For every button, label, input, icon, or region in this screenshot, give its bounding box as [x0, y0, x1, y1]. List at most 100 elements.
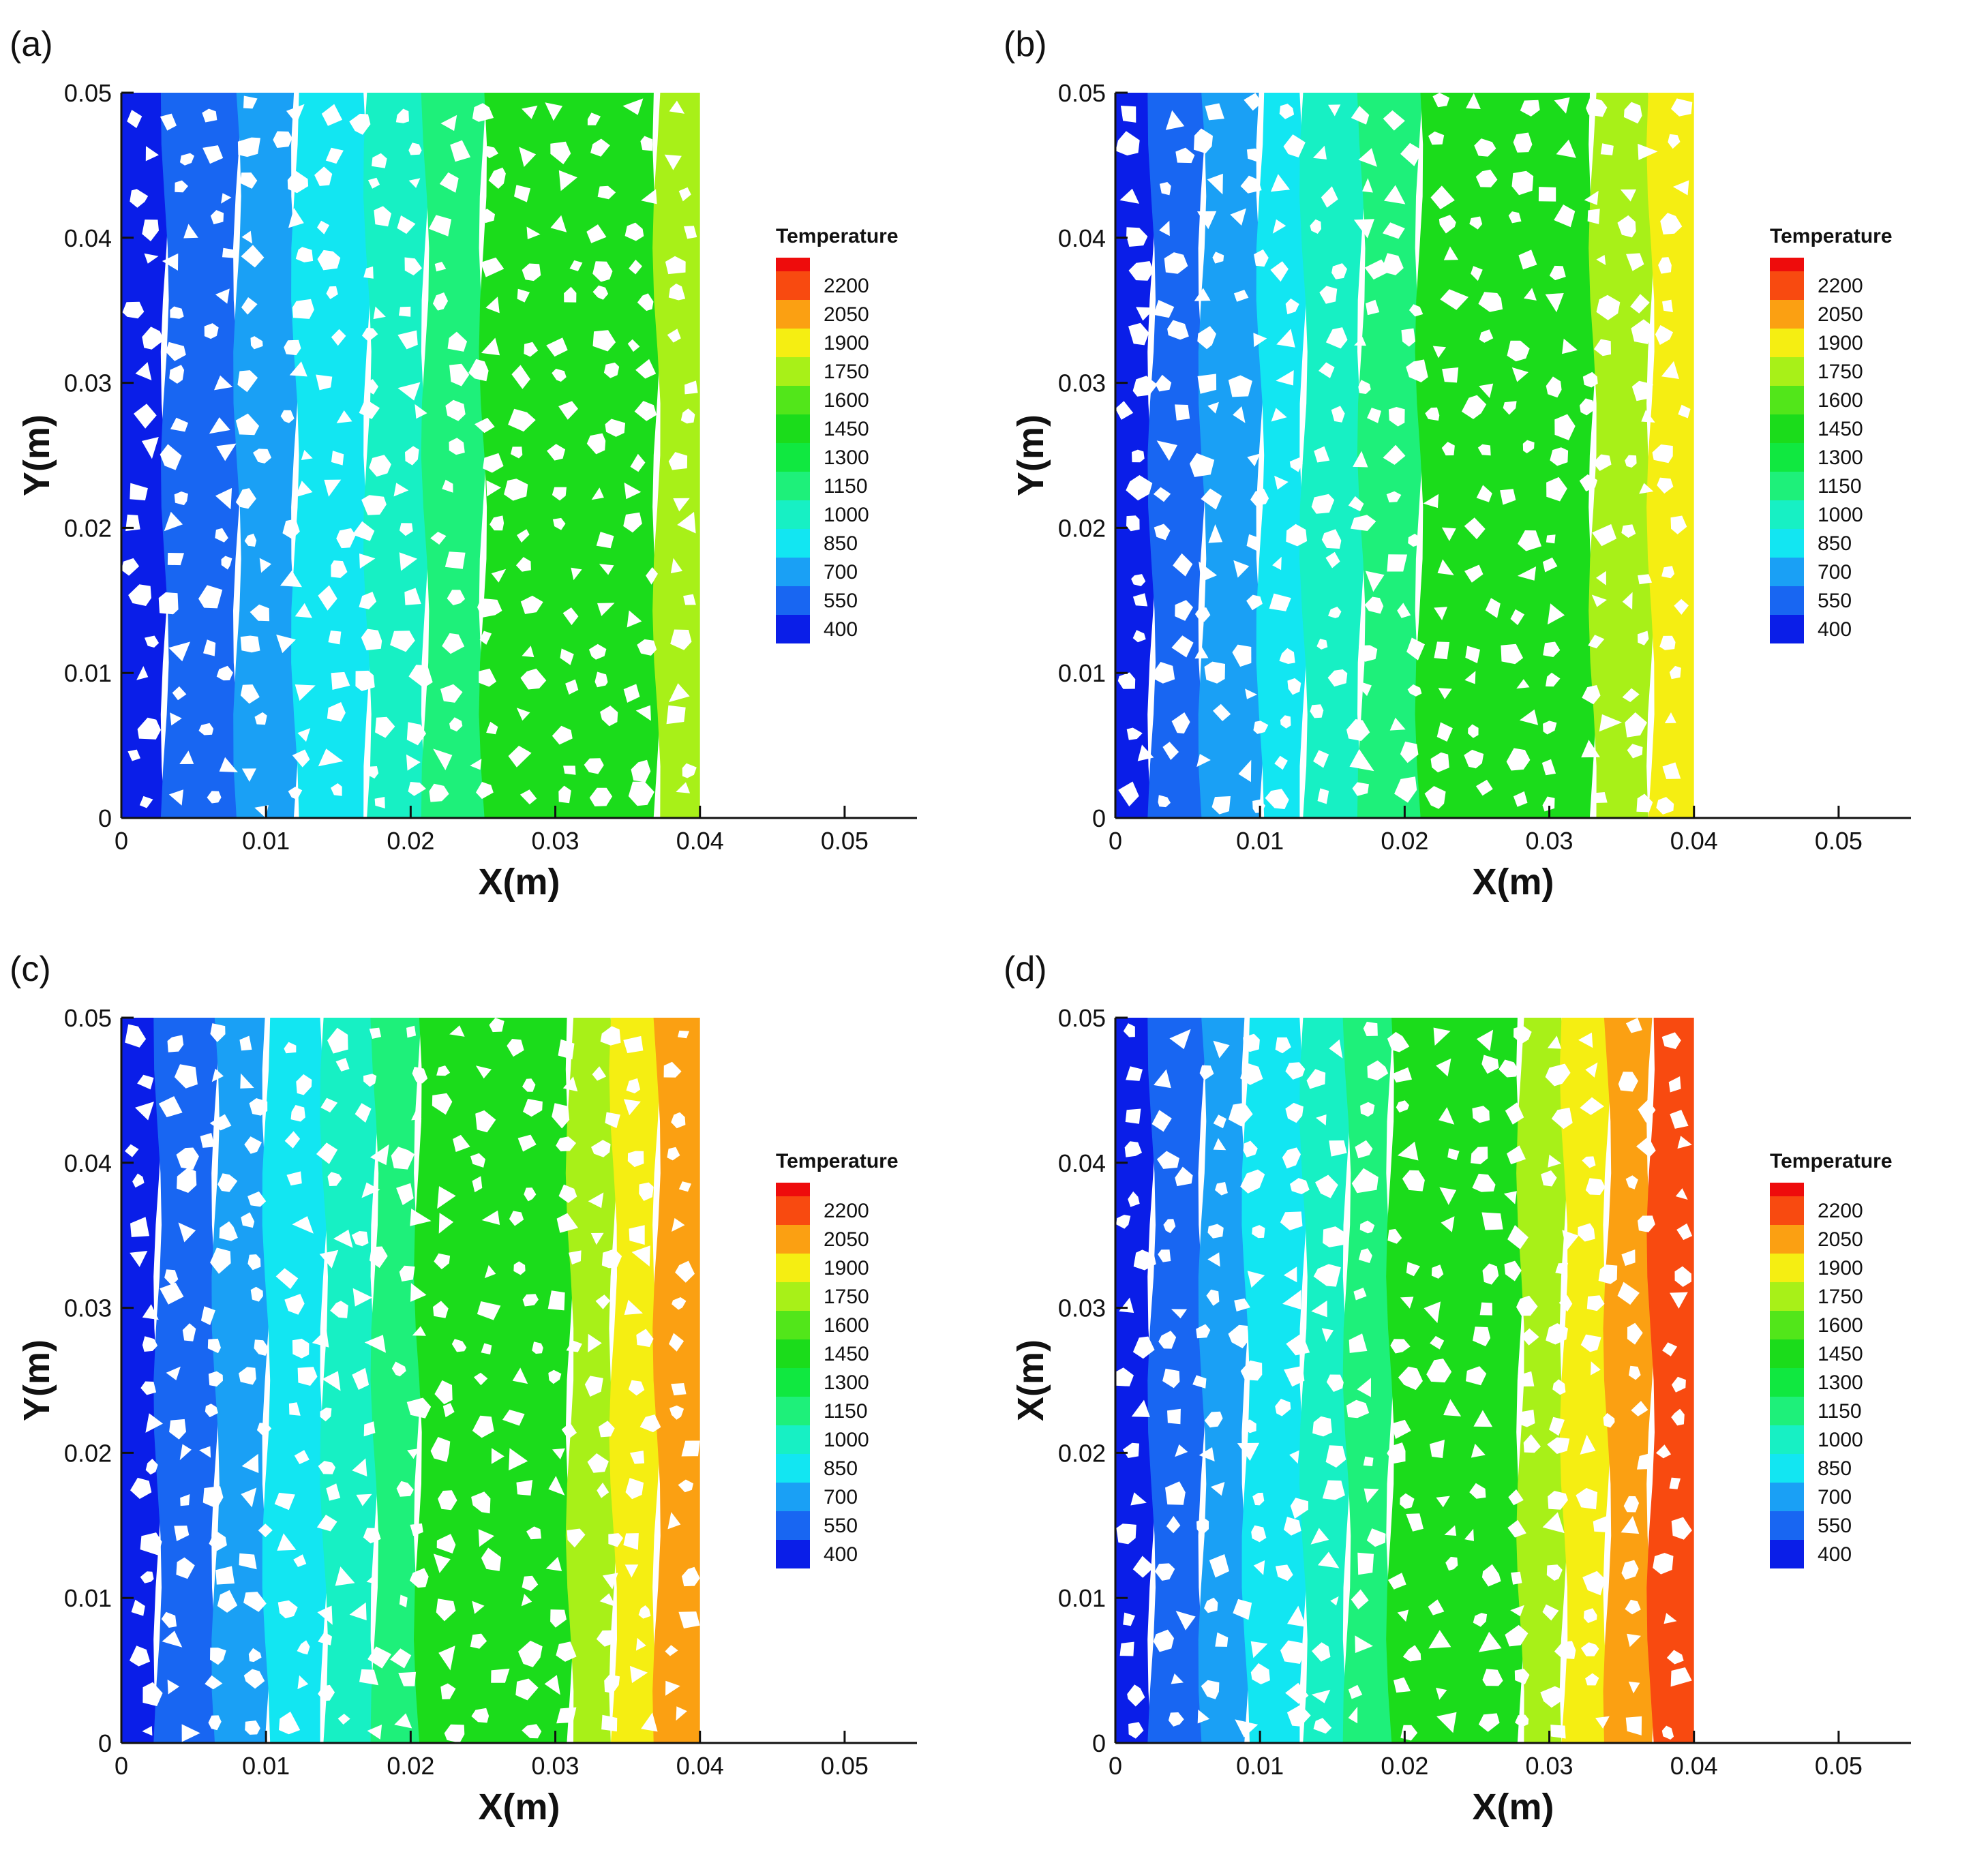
particle: [1508, 1489, 1524, 1506]
particle: [297, 1367, 318, 1386]
particle: [1663, 1613, 1677, 1624]
x-tick-label: 0: [1109, 827, 1122, 855]
particle: [198, 585, 223, 609]
legend-swatch: [1770, 1225, 1804, 1254]
y-tick-label: 0.01: [1058, 659, 1106, 687]
legend-tick-label: 1300: [1818, 1371, 1863, 1394]
particle: [137, 1074, 154, 1090]
band-850: [1241, 1018, 1308, 1743]
particle: [1167, 320, 1189, 340]
particle: [1275, 1399, 1291, 1416]
particle: [1290, 1498, 1308, 1519]
particle: [181, 1724, 200, 1742]
particle: [312, 1329, 329, 1348]
particle: [1464, 1528, 1474, 1541]
particle: [373, 306, 386, 320]
particle: [584, 758, 604, 774]
legend-tick-label: 700: [824, 561, 858, 583]
particle: [565, 679, 579, 695]
legend-swatch: [776, 258, 810, 271]
legend: Temperature 2200 2050 1900 1750 1600 1450 1300 1…: [1770, 225, 1893, 643]
particle: [1621, 1560, 1639, 1580]
particle: [1582, 371, 1598, 388]
particle: [1285, 1682, 1309, 1704]
particle: [1659, 635, 1676, 650]
legend-swatch: [1770, 1454, 1804, 1483]
legend-tick-label: 1600: [1818, 389, 1863, 412]
particle: [472, 1601, 485, 1614]
legend-swatch: [776, 1454, 810, 1483]
legend-tick-label: 550: [1818, 1515, 1852, 1537]
particle: [1155, 1563, 1175, 1581]
particle: [482, 209, 495, 224]
particle: [273, 131, 292, 148]
particle: [1387, 554, 1408, 572]
particle: [1228, 1102, 1253, 1127]
y-axis-title: Y(m): [16, 1339, 57, 1421]
particle: [526, 1526, 541, 1540]
legend-swatch: [1770, 258, 1804, 271]
particle: [526, 226, 541, 239]
particle: [176, 1557, 195, 1579]
particle: [600, 706, 618, 727]
particle: [1576, 1487, 1598, 1510]
x-tick-label: 0: [115, 827, 128, 855]
particle: [277, 1533, 297, 1551]
particle: [522, 1724, 542, 1739]
particle: [294, 1450, 310, 1464]
particle: [1325, 327, 1348, 349]
particle: [592, 1066, 607, 1081]
particle: [637, 639, 657, 656]
particle: [1674, 1266, 1691, 1287]
y-tick-label: 0: [1092, 804, 1106, 832]
particle: [178, 1222, 196, 1243]
particle: [631, 1245, 650, 1267]
particle: [532, 1341, 543, 1354]
particle: [678, 187, 691, 202]
particle: [275, 1268, 299, 1290]
particle: [1580, 1434, 1596, 1455]
particle: [1542, 1604, 1559, 1621]
particle: [556, 1707, 577, 1724]
particle: [286, 1171, 302, 1186]
particle: [1367, 1060, 1389, 1080]
legend-tick-label: 1300: [1818, 446, 1863, 469]
particle: [207, 1338, 221, 1354]
particle: [1280, 1640, 1306, 1664]
particle: [287, 170, 309, 194]
particle: [1431, 1264, 1444, 1279]
particle: [292, 299, 314, 319]
particle: [1593, 454, 1612, 471]
legend-swatch: [1770, 1339, 1804, 1368]
particle: [1359, 1220, 1375, 1234]
band-550: [1147, 93, 1207, 818]
particle: [584, 1376, 603, 1397]
particle: [564, 286, 577, 303]
particle: [1397, 1609, 1409, 1622]
y-tick-label: 0.01: [64, 659, 112, 687]
particle: [1400, 741, 1419, 763]
legend-swatch: [1770, 472, 1804, 500]
particle: [399, 306, 411, 317]
legend-swatch: [776, 271, 810, 300]
particle: [436, 1598, 456, 1622]
particle: [1596, 571, 1606, 586]
particle: [137, 717, 161, 740]
particle: [205, 1675, 223, 1690]
particle: [1678, 404, 1691, 419]
particle: [182, 1323, 196, 1341]
particle: [1322, 1480, 1345, 1500]
particle: [1388, 407, 1405, 427]
particle: [209, 1531, 227, 1551]
axes: 0 0.01 0.02 0.03 0.04 0.05 0 0.01 0.02 0.03 0.04 0.…: [1058, 79, 1911, 855]
particle: [1358, 380, 1371, 394]
particle: [1207, 173, 1223, 195]
particle: [676, 782, 691, 793]
particle: [369, 1246, 388, 1269]
particle: [409, 1568, 429, 1588]
particle: [1283, 1267, 1297, 1283]
particle: [476, 782, 494, 800]
y-axis-title: X(m): [1010, 1339, 1051, 1421]
particle: [432, 1093, 453, 1115]
particle: [412, 1326, 426, 1336]
